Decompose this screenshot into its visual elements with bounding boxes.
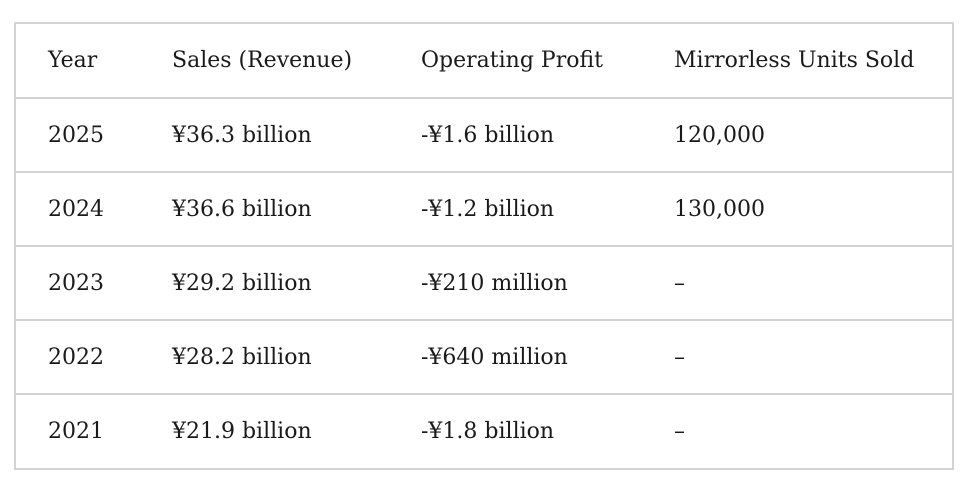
- table-row: 2023 ¥29.2 billion -¥210 million –: [16, 245, 952, 320]
- table-row: 2024 ¥36.6 billion -¥1.2 billion 130,000: [16, 171, 952, 246]
- cell-mirrorless-units: –: [674, 393, 952, 468]
- cell-mirrorless-units: –: [674, 245, 952, 320]
- cell-operating-profit: -¥1.2 billion: [421, 171, 674, 246]
- financial-table: Year Sales (Revenue) Operating Profit Mi…: [16, 24, 952, 468]
- cell-operating-profit: -¥1.6 billion: [421, 97, 674, 172]
- cell-sales: ¥36.6 billion: [172, 171, 421, 246]
- cell-mirrorless-units: 130,000: [674, 171, 952, 246]
- table-row: 2022 ¥28.2 billion -¥640 million –: [16, 319, 952, 394]
- cell-year: 2023: [16, 245, 172, 320]
- cell-sales: ¥29.2 billion: [172, 245, 421, 320]
- cell-sales: ¥28.2 billion: [172, 319, 421, 394]
- table-row: 2021 ¥21.9 billion -¥1.8 billion –: [16, 393, 952, 468]
- header-year: Year: [48, 48, 98, 73]
- table-row: 2025 ¥36.3 billion -¥1.6 billion 120,000: [16, 97, 952, 172]
- header-row: Year Sales (Revenue) Operating Profit Mi…: [16, 24, 952, 98]
- cell-mirrorless-units: –: [674, 319, 952, 394]
- cell-operating-profit: -¥1.8 billion: [421, 393, 674, 468]
- financial-table-container: Year Sales (Revenue) Operating Profit Mi…: [14, 22, 954, 470]
- cell-year: 2025: [16, 97, 172, 172]
- cell-year: 2021: [16, 393, 172, 468]
- cell-operating-profit: -¥640 million: [421, 319, 674, 394]
- cell-year: 2024: [16, 171, 172, 246]
- cell-sales: ¥36.3 billion: [172, 97, 421, 172]
- cell-mirrorless-units: 120,000: [674, 97, 952, 172]
- header-operating-profit: Operating Profit: [421, 48, 603, 73]
- header-sales: Sales (Revenue): [172, 48, 353, 73]
- cell-sales: ¥21.9 billion: [172, 393, 421, 468]
- cell-year: 2022: [16, 319, 172, 394]
- header-mirrorless-units: Mirrorless Units Sold: [674, 48, 915, 73]
- table-header: Year Sales (Revenue) Operating Profit Mi…: [16, 24, 952, 98]
- cell-operating-profit: -¥210 million: [421, 245, 674, 320]
- table-body: 2025 ¥36.3 billion -¥1.6 billion 120,000…: [16, 97, 952, 468]
